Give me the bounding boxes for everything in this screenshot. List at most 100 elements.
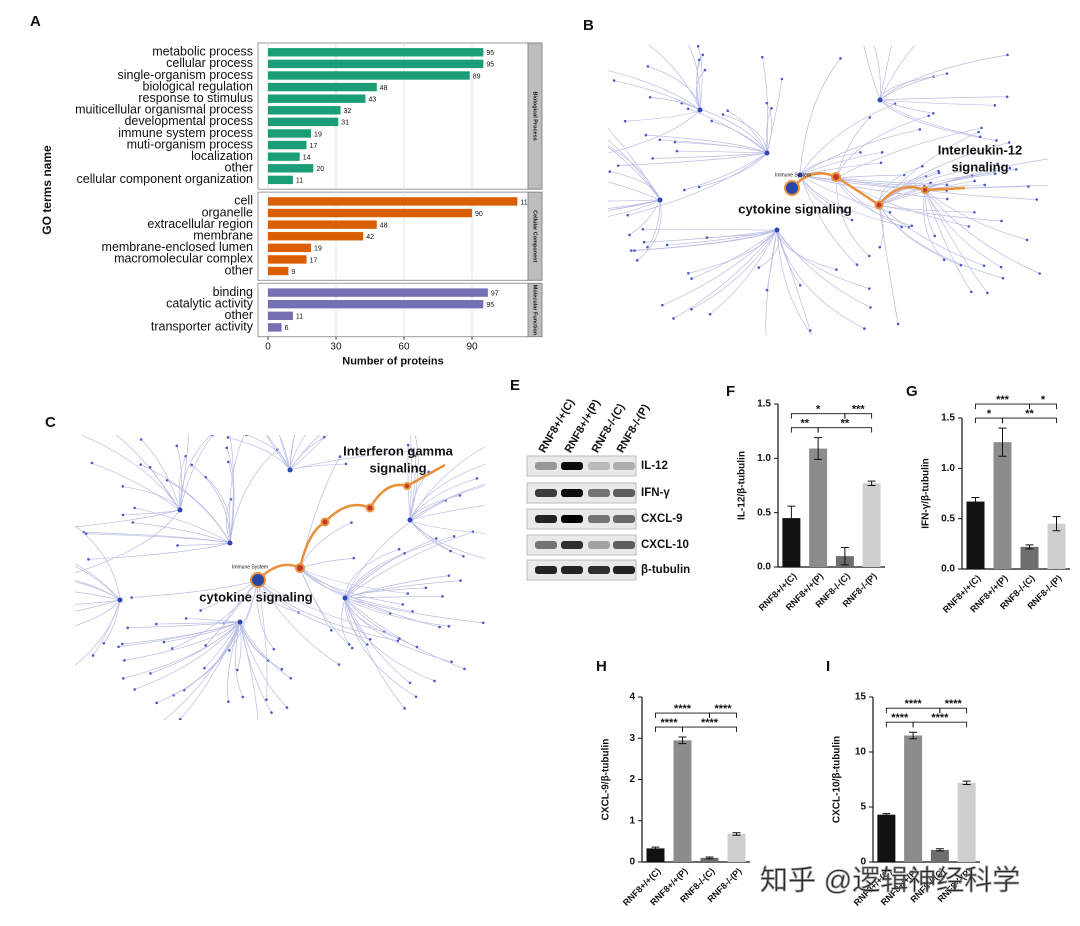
network-leaf (628, 233, 631, 237)
network-edge (662, 229, 778, 306)
x-tick-label: 60 (398, 341, 410, 352)
network-edge (409, 463, 485, 521)
bar (267, 59, 484, 69)
facet-strip (527, 282, 543, 338)
network-leaf (55, 577, 58, 580)
bar (930, 849, 949, 862)
network-edge (88, 542, 231, 560)
network-leaf (176, 544, 179, 547)
x-tick-label: 30 (330, 341, 342, 352)
network-leaf (701, 53, 705, 57)
error-bar (678, 736, 687, 745)
significance-label: ** (800, 418, 809, 430)
bar (267, 175, 293, 185)
network-hub (287, 467, 293, 473)
network-leaf (217, 427, 220, 430)
bar (809, 448, 828, 567)
y-axis-label: GO terms name (40, 145, 54, 235)
network-leaf (918, 128, 922, 131)
significance-label: **** (660, 717, 678, 729)
network-leaf (1000, 219, 1003, 223)
network-leaf (406, 443, 410, 447)
network-hub (177, 507, 183, 513)
value-label: 42 (366, 234, 374, 241)
network-edge (879, 76, 934, 101)
network-leaf (139, 438, 143, 441)
network-edge (344, 500, 446, 599)
network-edge (642, 228, 778, 231)
error-bar (998, 427, 1007, 457)
network-edge (879, 45, 893, 101)
network-leaf (982, 264, 986, 268)
network-leaf (366, 643, 369, 646)
blot-band (561, 566, 583, 574)
network-leaf (835, 268, 838, 271)
network-leaf (117, 645, 120, 649)
network-edge (673, 229, 778, 319)
blot-row-label: IFN-γ (641, 487, 670, 499)
network-edge (835, 174, 905, 179)
network-leaf (708, 312, 712, 316)
network-leaf (1008, 166, 1012, 170)
y-tick-label: 1.0 (941, 463, 955, 474)
network-edge (608, 181, 661, 201)
network-edge (627, 152, 768, 216)
network-edge (799, 151, 883, 176)
network-leaf (586, 212, 589, 215)
network-edge (609, 171, 661, 201)
category-label: biological regulation (143, 79, 254, 93)
network-leaf (396, 639, 400, 643)
network-leaf (162, 640, 166, 644)
network-leaf (690, 307, 693, 311)
network-hub (657, 197, 663, 203)
network-leaf (980, 126, 983, 130)
bar (957, 782, 976, 862)
network-leaf (228, 430, 231, 433)
network-leaf (338, 455, 342, 458)
network-leaf (139, 463, 143, 466)
network-edge (75, 599, 121, 666)
x-tick-label: 0 (265, 341, 271, 352)
network-leaf (995, 139, 998, 142)
blot-row-label: β-tubulin (641, 564, 690, 576)
network-leaf (993, 172, 997, 176)
panel-letter: B (583, 17, 594, 34)
network-edge (344, 597, 405, 709)
pathway-label: Interferon gamma (343, 443, 454, 458)
network-edge (229, 449, 278, 544)
network-leaf (945, 72, 949, 75)
network-edge (191, 464, 231, 544)
y-tick-label: 2 (629, 774, 635, 785)
network-leaf (190, 463, 193, 467)
network-edge (924, 189, 1028, 241)
network-leaf (921, 164, 924, 168)
category-label: single-organism process (118, 68, 253, 82)
error-bar (909, 731, 918, 740)
network-edge (879, 45, 916, 101)
category-label: membrane-enclosed lumen (102, 240, 254, 254)
network-leaf (413, 454, 417, 458)
network-edge (647, 66, 701, 111)
network-leaf (350, 646, 354, 650)
network-edge (278, 435, 291, 471)
network-leaf (435, 537, 438, 540)
network-hub (407, 517, 413, 523)
network-leaf (770, 107, 773, 110)
error-bar (732, 832, 741, 836)
category-label: extracellular region (147, 217, 253, 231)
network-edge (608, 128, 661, 201)
network-edge (684, 152, 768, 191)
network-leaf (39, 529, 42, 532)
network-edge (124, 621, 241, 661)
network-leaf (189, 410, 192, 413)
network-edge (409, 519, 485, 559)
network-leaf (149, 672, 152, 675)
network-leaf (280, 667, 284, 671)
network-edge (923, 189, 945, 261)
network-edge (266, 435, 291, 471)
network-leaf (629, 249, 633, 252)
highlight-node (784, 180, 800, 196)
significance-label: **** (701, 717, 719, 729)
network-leaf (71, 611, 74, 614)
